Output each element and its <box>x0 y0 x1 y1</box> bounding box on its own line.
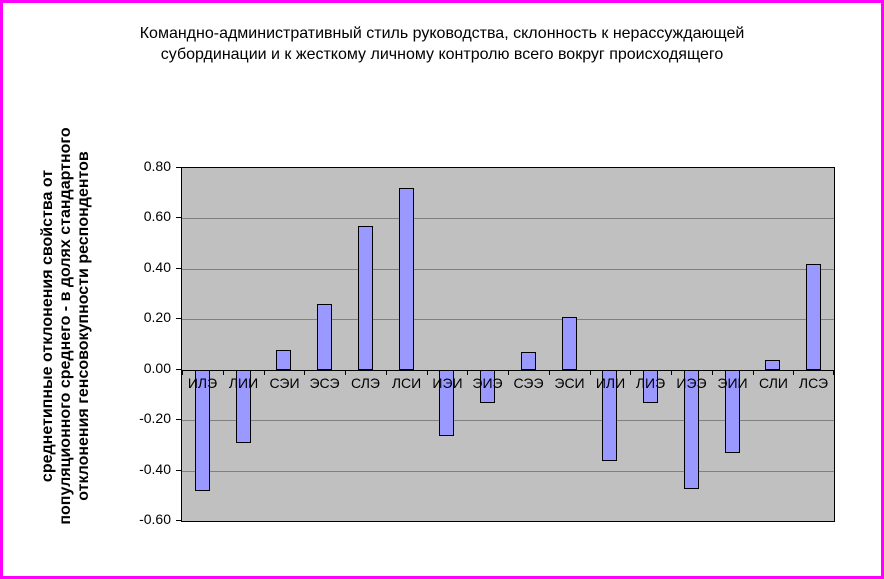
y-axis-tick-mark <box>176 217 181 218</box>
x-axis-category-label: ЛИИ <box>228 375 259 391</box>
y-axis-tick-label: -0.20 <box>139 410 171 426</box>
x-axis-category-label: СЭИ <box>269 375 300 391</box>
x-axis-category-label: ЛСИ <box>391 375 422 391</box>
y-axis-title-line: популяционного среднего - в долях станда… <box>57 127 74 525</box>
y-axis-tick-mark <box>176 167 181 168</box>
y-gridline <box>182 471 834 472</box>
bar <box>399 188 414 370</box>
x-axis-tick-mark <box>467 370 468 375</box>
y-axis-tick-label: 0.00 <box>143 360 171 376</box>
x-axis-category-label: ИЛЭ <box>187 375 218 391</box>
x-axis-category-label: СЭЭ <box>513 375 544 391</box>
x-axis-tick-mark <box>712 370 713 375</box>
y-axis-tick-label: 0.60 <box>143 208 171 224</box>
x-axis-category-label: ИЭИ <box>432 375 463 391</box>
x-axis-category-label: ЭИЭ <box>472 375 503 391</box>
y-axis-title-line: среднетипные отклонения свойства от <box>39 169 56 483</box>
y-axis-tick-label: 0.20 <box>143 309 171 325</box>
chart-title: Командно-административный стиль руководс… <box>139 25 745 63</box>
y-gridline <box>182 218 834 219</box>
y-gridline <box>182 269 834 270</box>
bar <box>806 264 821 370</box>
x-axis-tick-mark <box>304 370 305 375</box>
x-axis-category-label: ЭИИ <box>717 375 748 391</box>
y-gridline <box>182 420 834 421</box>
x-axis-category-label: СЛИ <box>759 375 788 391</box>
y-axis-tick-label: 0.40 <box>143 259 171 275</box>
x-axis-tick-mark <box>345 370 346 375</box>
x-axis-category-label: ЭСЭ <box>309 375 340 391</box>
x-axis-category-label: ЭСИ <box>554 375 585 391</box>
x-axis-tick-mark <box>753 370 754 375</box>
x-axis-tick-mark <box>264 370 265 375</box>
y-axis-tick-mark <box>176 419 181 420</box>
y-axis-title: среднетипные отклонения свойства от попу… <box>39 101 93 551</box>
bar <box>521 352 536 370</box>
x-axis-tick-mark <box>630 370 631 375</box>
bar <box>317 304 332 370</box>
y-axis-tick-mark <box>176 369 181 370</box>
plot-area: ИЛЭ ЛИИ СЭИ ЭСЭ СЛЭ ЛСИ ИЭИ ЭИЭ СЭЭ ЭСИ ИЛИ ЛИЭ ИЭЭ Э… <box>181 167 835 522</box>
bar <box>562 317 577 370</box>
y-axis-tick-mark <box>176 318 181 319</box>
x-axis-tick-mark <box>671 370 672 375</box>
y-gridline <box>182 319 834 320</box>
x-axis-tick-mark <box>833 370 834 375</box>
x-axis-category-label: СЛЭ <box>351 375 380 391</box>
y-axis-tick-mark <box>176 268 181 269</box>
x-axis-tick-mark <box>427 370 428 375</box>
x-axis-tick-mark <box>508 370 509 375</box>
y-axis-tick-label: 0.80 <box>143 158 171 174</box>
x-axis-tick-mark <box>182 370 183 375</box>
x-axis-tick-mark <box>793 370 794 375</box>
x-axis-category-label: ЛИЭ <box>635 375 666 391</box>
bar <box>765 360 780 370</box>
x-axis-category-label: ЛСЭ <box>798 375 829 391</box>
x-axis-tick-mark <box>549 370 550 375</box>
x-axis-tick-mark <box>223 370 224 375</box>
bar <box>276 350 291 370</box>
y-axis-tick-mark <box>176 470 181 471</box>
y-axis-tick-label: -0.40 <box>139 461 171 477</box>
x-axis-tick-mark <box>386 370 387 375</box>
x-axis-category-label: ИЛИ <box>595 375 626 391</box>
bar <box>358 226 373 370</box>
y-axis-tick-label: -0.60 <box>139 511 171 527</box>
x-axis-category-label: ИЭЭ <box>676 375 707 391</box>
x-axis-tick-mark <box>590 370 591 375</box>
y-axis-title-line: отклонения генсовокупности респондентов <box>75 151 92 501</box>
y-axis-tick-mark <box>176 520 181 521</box>
